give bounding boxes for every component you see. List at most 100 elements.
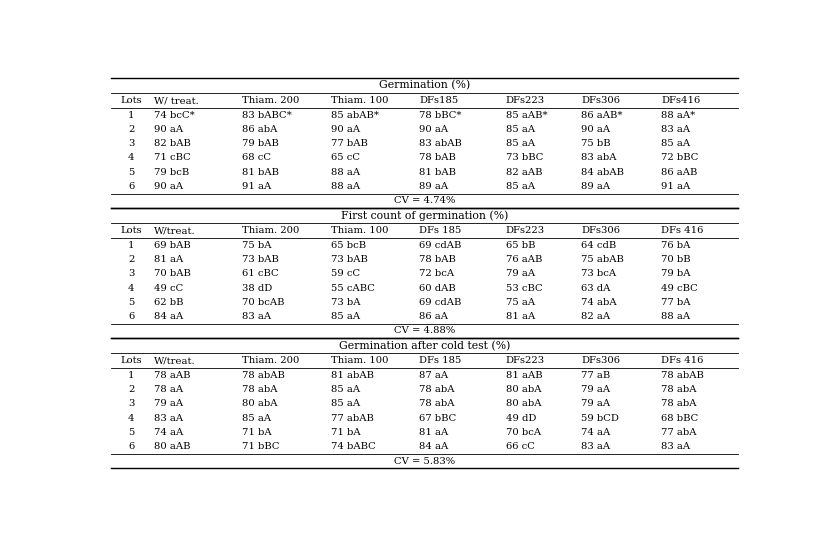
Text: 62 bB: 62 bB [154, 298, 183, 307]
Text: 78 abA: 78 abA [242, 385, 277, 394]
Text: 72 bBC: 72 bBC [661, 153, 698, 163]
Text: 60 dAB: 60 dAB [419, 283, 455, 293]
Text: Thiam. 200: Thiam. 200 [242, 96, 300, 105]
Text: 6: 6 [128, 182, 134, 191]
Text: 83 abAB: 83 abAB [419, 139, 462, 148]
Text: 76 bA: 76 bA [661, 240, 690, 250]
Text: Lots: Lots [120, 96, 142, 105]
Text: 85 aA: 85 aA [330, 312, 359, 321]
Text: 1: 1 [128, 240, 134, 250]
Text: DFs223: DFs223 [505, 356, 544, 365]
Text: 70 bcA: 70 bcA [505, 428, 540, 437]
Text: 88 aA: 88 aA [330, 182, 359, 191]
Text: 81 aA: 81 aA [419, 428, 448, 437]
Text: DFs223: DFs223 [505, 96, 544, 105]
Text: 1: 1 [128, 371, 134, 380]
Text: 74 bABC: 74 bABC [330, 442, 375, 451]
Text: 73 bA: 73 bA [330, 298, 360, 307]
Text: 83 bABC*: 83 bABC* [242, 110, 291, 120]
Text: 83 aA: 83 aA [661, 442, 690, 451]
Text: 3: 3 [128, 139, 134, 148]
Text: 81 aA: 81 aA [505, 312, 534, 321]
Text: 66 cC: 66 cC [505, 442, 534, 451]
Text: 2: 2 [128, 255, 134, 264]
Text: 82 aAB: 82 aAB [505, 167, 542, 177]
Text: 85 aA: 85 aA [505, 182, 534, 191]
Text: 49 cBC: 49 cBC [661, 283, 697, 293]
Text: W/treat.: W/treat. [154, 356, 195, 365]
Text: 70 bB: 70 bB [661, 255, 690, 264]
Text: 65 bcB: 65 bcB [330, 240, 366, 250]
Text: 3: 3 [128, 269, 134, 278]
Text: 74 aA: 74 aA [154, 428, 183, 437]
Text: 79 aA: 79 aA [580, 385, 609, 394]
Text: 75 abAB: 75 abAB [580, 255, 623, 264]
Text: DFs306: DFs306 [580, 226, 619, 235]
Text: 5: 5 [128, 428, 134, 437]
Text: 67 bBC: 67 bBC [419, 414, 456, 423]
Text: 77 bA: 77 bA [661, 298, 690, 307]
Text: 85 aAB*: 85 aAB* [505, 110, 546, 120]
Text: 73 bBC: 73 bBC [505, 153, 542, 163]
Text: 79 bcB: 79 bcB [154, 167, 189, 177]
Text: 84 aA: 84 aA [154, 312, 183, 321]
Text: 6: 6 [128, 442, 134, 451]
Text: 84 aA: 84 aA [419, 442, 448, 451]
Text: 75 bB: 75 bB [580, 139, 610, 148]
Text: 81 aAB: 81 aAB [505, 371, 542, 380]
Text: 85 aA: 85 aA [661, 139, 690, 148]
Text: 59 cC: 59 cC [330, 269, 359, 278]
Text: 80 abA: 80 abA [505, 399, 541, 408]
Text: 75 aA: 75 aA [505, 298, 534, 307]
Text: 80 abA: 80 abA [242, 399, 277, 408]
Text: 83 aA: 83 aA [242, 312, 272, 321]
Text: 88 aA: 88 aA [330, 167, 359, 177]
Text: 77 aB: 77 aB [580, 371, 609, 380]
Text: 78 abA: 78 abA [661, 399, 696, 408]
Text: 79 bA: 79 bA [661, 269, 690, 278]
Text: 79 bAB: 79 bAB [242, 139, 279, 148]
Text: 73 bAB: 73 bAB [242, 255, 279, 264]
Text: 81 abAB: 81 abAB [330, 371, 373, 380]
Text: 74 abA: 74 abA [580, 298, 616, 307]
Text: 79 aA: 79 aA [154, 399, 183, 408]
Text: 70 bcAB: 70 bcAB [242, 298, 285, 307]
Text: 4: 4 [128, 414, 134, 423]
Text: 77 abA: 77 abA [661, 428, 696, 437]
Text: 78 bBC*: 78 bBC* [419, 110, 461, 120]
Text: DFs416: DFs416 [661, 96, 700, 105]
Text: 86 aAB: 86 aAB [661, 167, 697, 177]
Text: 71 bA: 71 bA [330, 428, 360, 437]
Text: 88 aA*: 88 aA* [661, 110, 695, 120]
Text: 84 abAB: 84 abAB [580, 167, 623, 177]
Text: 91 aA: 91 aA [661, 182, 690, 191]
Text: DFs 185: DFs 185 [419, 356, 461, 365]
Text: 5: 5 [128, 298, 134, 307]
Text: 72 bcA: 72 bcA [419, 269, 454, 278]
Text: 76 aAB: 76 aAB [505, 255, 542, 264]
Text: 91 aA: 91 aA [242, 182, 272, 191]
Text: 83 aA: 83 aA [661, 125, 690, 134]
Text: 69 cdAB: 69 cdAB [419, 240, 461, 250]
Text: 82 aA: 82 aA [580, 312, 609, 321]
Text: 2: 2 [128, 385, 134, 394]
Text: 85 aA: 85 aA [505, 125, 534, 134]
Text: 77 abAB: 77 abAB [330, 414, 373, 423]
Text: CV = 4.88%: CV = 4.88% [394, 327, 455, 335]
Text: 3: 3 [128, 399, 134, 408]
Text: 38 dD: 38 dD [242, 283, 272, 293]
Text: Thiam. 200: Thiam. 200 [242, 226, 300, 235]
Text: 2: 2 [128, 125, 134, 134]
Text: DFs223: DFs223 [505, 226, 544, 235]
Text: 85 aA: 85 aA [330, 399, 359, 408]
Text: Thiam. 100: Thiam. 100 [330, 356, 388, 365]
Text: Thiam. 200: Thiam. 200 [242, 356, 300, 365]
Text: 4: 4 [128, 153, 134, 163]
Text: Thiam. 100: Thiam. 100 [330, 96, 388, 105]
Text: 78 abA: 78 abA [661, 385, 696, 394]
Text: 86 abA: 86 abA [242, 125, 277, 134]
Text: 89 aA: 89 aA [419, 182, 448, 191]
Text: 89 aA: 89 aA [580, 182, 609, 191]
Text: 90 aA: 90 aA [154, 182, 183, 191]
Text: 78 bAB: 78 bAB [419, 153, 455, 163]
